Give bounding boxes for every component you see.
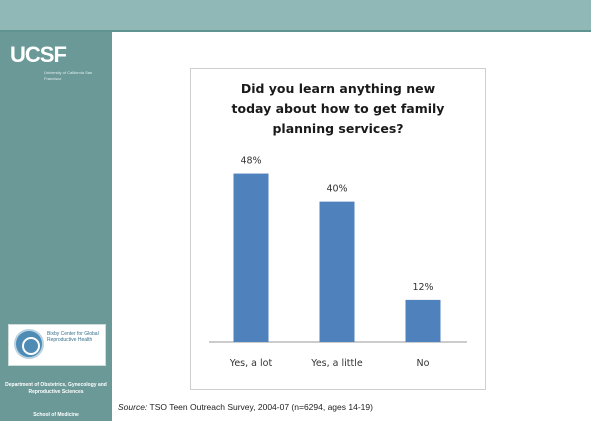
chart-title-line-1: Did you learn anything new [240, 81, 436, 96]
category-label-2: Yes, a little [310, 358, 363, 369]
category-label-1: Yes, a lot [229, 358, 273, 369]
top-banner-divider [0, 30, 591, 32]
top-banner [0, 0, 591, 30]
category-label-3: No [417, 358, 430, 369]
chart-frame: Did you learn anything new today about h… [190, 68, 486, 390]
bar-chart: 48% Yes, a lot 40% Yes, a little 12% No [209, 156, 467, 369]
ucsf-logo-subtitle: University of California San Francisco [44, 70, 93, 81]
school-label: School of Medicine [33, 412, 79, 418]
chart-title-line-2: today about how to get family [231, 101, 445, 116]
ucsf-logo: UCSF [10, 42, 67, 67]
value-label-1: 48% [240, 156, 261, 167]
value-label-2: 40% [326, 184, 347, 195]
source-note: Source: TSO Teen Outreach Survey, 2004-0… [118, 402, 373, 412]
bcg-logo: Bixby Center for Global Reproductive Hea… [8, 324, 106, 366]
chart-title: Did you learn anything new today about h… [191, 79, 485, 139]
value-label-3: 12% [412, 282, 433, 293]
bcg-emblem-icon [14, 329, 44, 359]
bar-2 [319, 201, 355, 342]
source-label: Source: [118, 402, 148, 412]
bcg-logo-text: Bixby Center for Global Reproductive Hea… [47, 331, 99, 343]
chart-title-line-3: planning services? [272, 121, 404, 136]
source-text: TSO Teen Outreach Survey, 2004-07 (n=629… [149, 402, 373, 412]
bar-1 [233, 173, 269, 342]
sidebar: UCSF University of California San Franci… [0, 32, 112, 421]
bar-3 [405, 299, 441, 342]
department-label: Department of Obstetrics, Gynecology and… [5, 382, 107, 395]
